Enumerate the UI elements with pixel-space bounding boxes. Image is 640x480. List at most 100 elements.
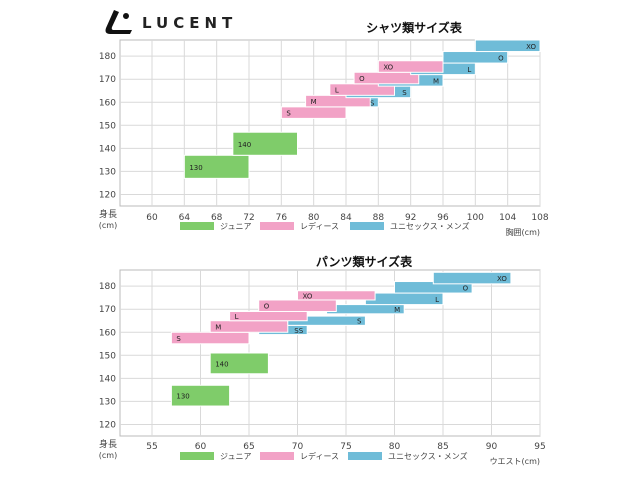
pants-y-tick-label: 120 <box>99 420 116 430</box>
shirt-y-tick-label: 130 <box>99 167 116 177</box>
pants-y-tick-label: 140 <box>99 374 116 384</box>
shirt-x-tick-label: 92 <box>405 213 416 223</box>
lucent-logo-icon <box>105 10 132 34</box>
pants-x-tick-label: 75 <box>340 442 351 452</box>
pants-legend-swatch-unisex <box>348 452 382 460</box>
shirt-legend-label-junior: ジュニア <box>220 222 251 231</box>
pants-y-tick-label: 150 <box>99 351 116 361</box>
shirt-x-tick-label: 80 <box>308 213 320 223</box>
shirt-bar-label: 140 <box>238 141 251 149</box>
pants-legend-label-ladies: レディース <box>300 451 339 461</box>
shirt-bar-label: 130 <box>189 164 202 172</box>
pants-x-tick-label: 65 <box>243 442 254 452</box>
brand-logo: LUCENT <box>100 8 237 38</box>
pants-bar-label: O <box>463 284 469 292</box>
shirt-legend-swatch-unisex <box>350 222 384 230</box>
shirt-y-tick-label: 150 <box>99 121 116 131</box>
shirt-x-tick-label: 84 <box>340 213 352 223</box>
pants-y-tick-label: 130 <box>99 397 116 407</box>
shirt-bar-label: O <box>359 75 365 83</box>
pants-bar-label: M <box>215 323 221 331</box>
shirt-bar-ladies-s <box>280 106 347 119</box>
pants-y-tick-label: 170 <box>99 305 116 315</box>
shirt-bar-label: M <box>433 77 439 85</box>
pants-x-tick-label: 85 <box>437 442 448 452</box>
pants-bar-ladies-xo <box>297 290 376 301</box>
shirt-legend-label-ladies: レディース <box>300 221 339 231</box>
shirt-x-tick-label: 88 <box>373 213 385 223</box>
pants-legend-label-unisex: ユニセックス・メンズ <box>388 451 468 461</box>
shirt-bar-label: L <box>335 87 339 95</box>
pants-bar-label: XO <box>497 275 507 283</box>
shirt-y-tick-label: 120 <box>99 190 116 200</box>
pants-y-tick-label: 160 <box>99 328 116 338</box>
pants-bar-unisex-xo <box>432 271 512 285</box>
pants-y-axis-unit: (cm) <box>99 451 117 460</box>
pants-legend-swatch-ladies <box>260 452 294 460</box>
shirt-x-tick-label: 96 <box>437 213 449 223</box>
pants-y-axis-label: 身長 <box>99 438 117 450</box>
pants-x-tick-label: 95 <box>534 442 545 452</box>
shirt-bar-label: L <box>467 66 471 74</box>
shirt-legend-swatch-ladies <box>260 222 294 230</box>
shirt-legend-label-unisex: ユニセックス・メンズ <box>390 221 470 231</box>
pants-bar-label: M <box>394 306 400 314</box>
pants-bar-label: S <box>176 335 181 343</box>
shirt-x-tick-label: 108 <box>531 213 548 223</box>
pants-bar-ladies-o <box>258 299 337 313</box>
shirt-bar-label: S <box>286 110 291 118</box>
shirt-legend-swatch-junior <box>180 222 214 230</box>
pants-bar-label: 140 <box>215 360 228 368</box>
pants-x-tick-label: 90 <box>486 442 498 452</box>
pants-legend-label-junior: ジュニア <box>220 452 251 461</box>
shirt-chart-title: シャツ類サイズ表 <box>366 20 463 35</box>
pants-x-tick-label: 60 <box>195 442 207 452</box>
shirt-y-tick-label: 180 <box>99 52 116 62</box>
shirt-x-tick-label: 68 <box>211 213 223 223</box>
shirt-bar-junior-140 <box>232 131 298 156</box>
pants-bar-label: L <box>435 296 439 304</box>
pants-bar-junior-140 <box>209 352 269 375</box>
shirt-x-axis-label: 胸囲(cm) <box>506 227 540 237</box>
pants-bar-ladies-m <box>209 320 289 333</box>
brand-name: LUCENT <box>142 14 238 32</box>
pants-bar-label: XO <box>303 292 313 300</box>
shirt-x-tick-label: 100 <box>467 213 484 223</box>
shirt-bar-label: XO <box>383 64 393 72</box>
shirt-bar-label: XO <box>526 43 536 51</box>
pants-x-tick-label: 80 <box>389 442 401 452</box>
pants-x-tick-label: 55 <box>146 442 157 452</box>
shirt-x-tick-label: 76 <box>276 213 288 223</box>
pants-chart-title: パンツ類サイズ表 <box>316 254 413 269</box>
pants-x-tick-label: 70 <box>292 442 304 452</box>
pants-bar-label: O <box>264 303 270 311</box>
pants-y-tick-label: 180 <box>99 282 116 292</box>
shirt-plot-frame <box>119 39 541 207</box>
pants-bar-label: S <box>357 318 362 326</box>
shirt-bar-label: S <box>402 89 407 97</box>
pants-bar-unisex-m <box>326 304 405 315</box>
shirt-y-tick-label: 160 <box>99 98 116 108</box>
shirt-x-tick-label: 64 <box>179 213 191 223</box>
pants-bar-label: SS <box>294 327 303 335</box>
pants-bar-unisex-l <box>364 292 444 306</box>
pants-bar-junior-130 <box>170 384 231 407</box>
shirt-y-tick-label: 140 <box>99 144 116 154</box>
pants-legend-swatch-junior <box>180 452 214 460</box>
pants-bar-label: 130 <box>176 393 189 401</box>
shirt-y-axis-unit: (cm) <box>99 221 117 230</box>
shirt-bar-ladies-xo <box>377 60 444 73</box>
shirt-bar-label: O <box>498 54 504 62</box>
pants-x-axis-label: ウエスト(cm) <box>490 457 540 466</box>
shirt-x-tick-label: 104 <box>499 213 516 223</box>
shirt-y-tick-label: 170 <box>99 75 116 85</box>
shirt-x-tick-label: 72 <box>243 213 254 223</box>
shirt-bar-unisex-xo <box>474 39 541 53</box>
shirt-bar-label: M <box>311 98 317 106</box>
shirt-bar-junior-130 <box>183 154 250 179</box>
pants-bar-ladies-s <box>170 331 250 345</box>
shirt-y-axis-label: 身長 <box>99 208 117 220</box>
pants-bar-ladies-l <box>229 311 308 322</box>
